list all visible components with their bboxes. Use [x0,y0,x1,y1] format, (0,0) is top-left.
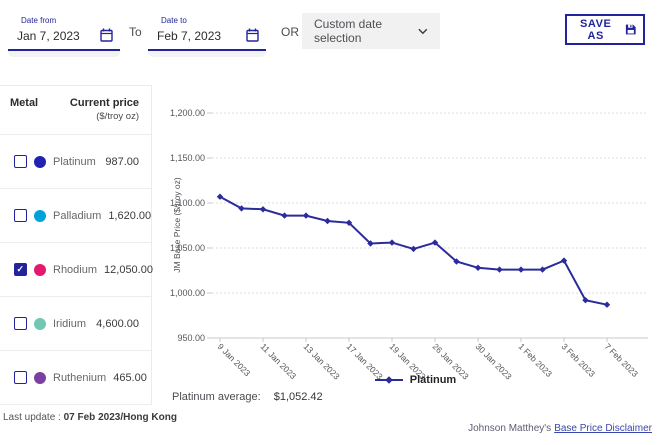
metal-name: Palladium [53,209,102,222]
svg-text:1,150.00: 1,150.00 [170,153,205,163]
checkbox-ruthenium[interactable] [14,371,27,384]
date-to-field[interactable]: Date to Feb 7, 2023 [148,12,266,57]
checkbox-iridium[interactable] [14,317,27,330]
custom-date-select-value: Custom date selection [314,17,383,45]
to-label: To [129,25,142,39]
or-label: OR [281,25,299,39]
metal-price: 1,620.00 [108,209,152,222]
save-as-button[interactable]: SAVE AS [565,14,645,45]
disclaimer-footer: Johnson Matthey's Base Price Disclaimer [468,423,652,434]
svg-text:1,000.00: 1,000.00 [170,288,205,298]
custom-date-select[interactable]: Custom date selection [302,13,440,49]
price-chart: 950.00 1,000.00 1,050.00 1,100.00 1,150.00 1,… [170,108,648,382]
metal-price: 465.00 [113,371,147,384]
chevron-down-icon [418,28,428,34]
platinum-average: Platinum average: $1,052.42 [172,391,323,403]
checkbox-platinum[interactable] [14,155,27,168]
metal-row-rhodium[interactable]: Rhodium 12,050.00 [0,243,153,297]
date-to-label: Date to [161,16,187,25]
metal-list-header: Metal Current price ($/troy oz) [0,86,151,135]
metal-row-ruthenium[interactable]: Ruthenium 465.00 [0,351,151,405]
calendar-icon[interactable] [100,28,113,42]
rhodium-color-dot [34,263,46,276]
metal-name: Ruthenium [53,371,107,384]
metal-row-palladium[interactable]: Palladium 1,620.00 [0,189,151,243]
palladium-color-dot [34,209,46,222]
date-from-value[interactable]: Jan 7, 2023 [17,29,80,43]
metal-price: 12,050.00 [104,263,153,276]
metal-name: Rhodium [53,263,98,276]
base-price-disclaimer-link[interactable]: Base Price Disclaimer [554,423,652,434]
metal-name: Iridium [53,317,87,330]
iridium-color-dot [34,317,46,330]
chart-legend: Platinum [170,374,660,386]
checkbox-palladium[interactable] [14,209,27,222]
ruthenium-color-dot [34,371,46,384]
save-icon [626,24,637,35]
metal-column-header: Metal [10,97,39,109]
metal-price: 987.00 [105,155,139,168]
price-column-header: Current price ($/troy oz) [69,97,139,122]
metal-name: Platinum [53,155,96,168]
metal-price: 4,600.00 [96,317,139,330]
date-to-value[interactable]: Feb 7, 2023 [157,29,222,43]
legend-label: Platinum [409,374,457,386]
svg-text:9 Jan 2023: 9 Jan 2023 [216,341,253,378]
date-from-label: Date from [21,16,57,25]
metal-row-iridium[interactable]: Iridium 4,600.00 [0,297,151,351]
metal-row-platinum[interactable]: Platinum 987.00 [0,135,151,189]
date-from-field[interactable]: Date from Jan 7, 2023 [8,12,120,57]
platinum-color-dot [34,155,46,168]
svg-text:1,050.00: 1,050.00 [170,243,205,253]
last-update: Last update : 07 Feb 2023/Hong Kong [3,412,177,423]
svg-text:1,100.00: 1,100.00 [170,198,205,208]
svg-text:JM Base Price ($/troy oz): JM Base Price ($/troy oz) [172,177,182,273]
svg-text:950.00: 950.00 [177,333,205,343]
svg-text:1,200.00: 1,200.00 [170,108,205,118]
metal-list: Metal Current price ($/troy oz) Platinum… [0,85,153,405]
save-as-label: SAVE AS [579,17,612,42]
calendar-icon[interactable] [246,28,259,42]
checkbox-rhodium[interactable] [14,263,27,276]
legend-line-marker-icon [374,376,403,384]
